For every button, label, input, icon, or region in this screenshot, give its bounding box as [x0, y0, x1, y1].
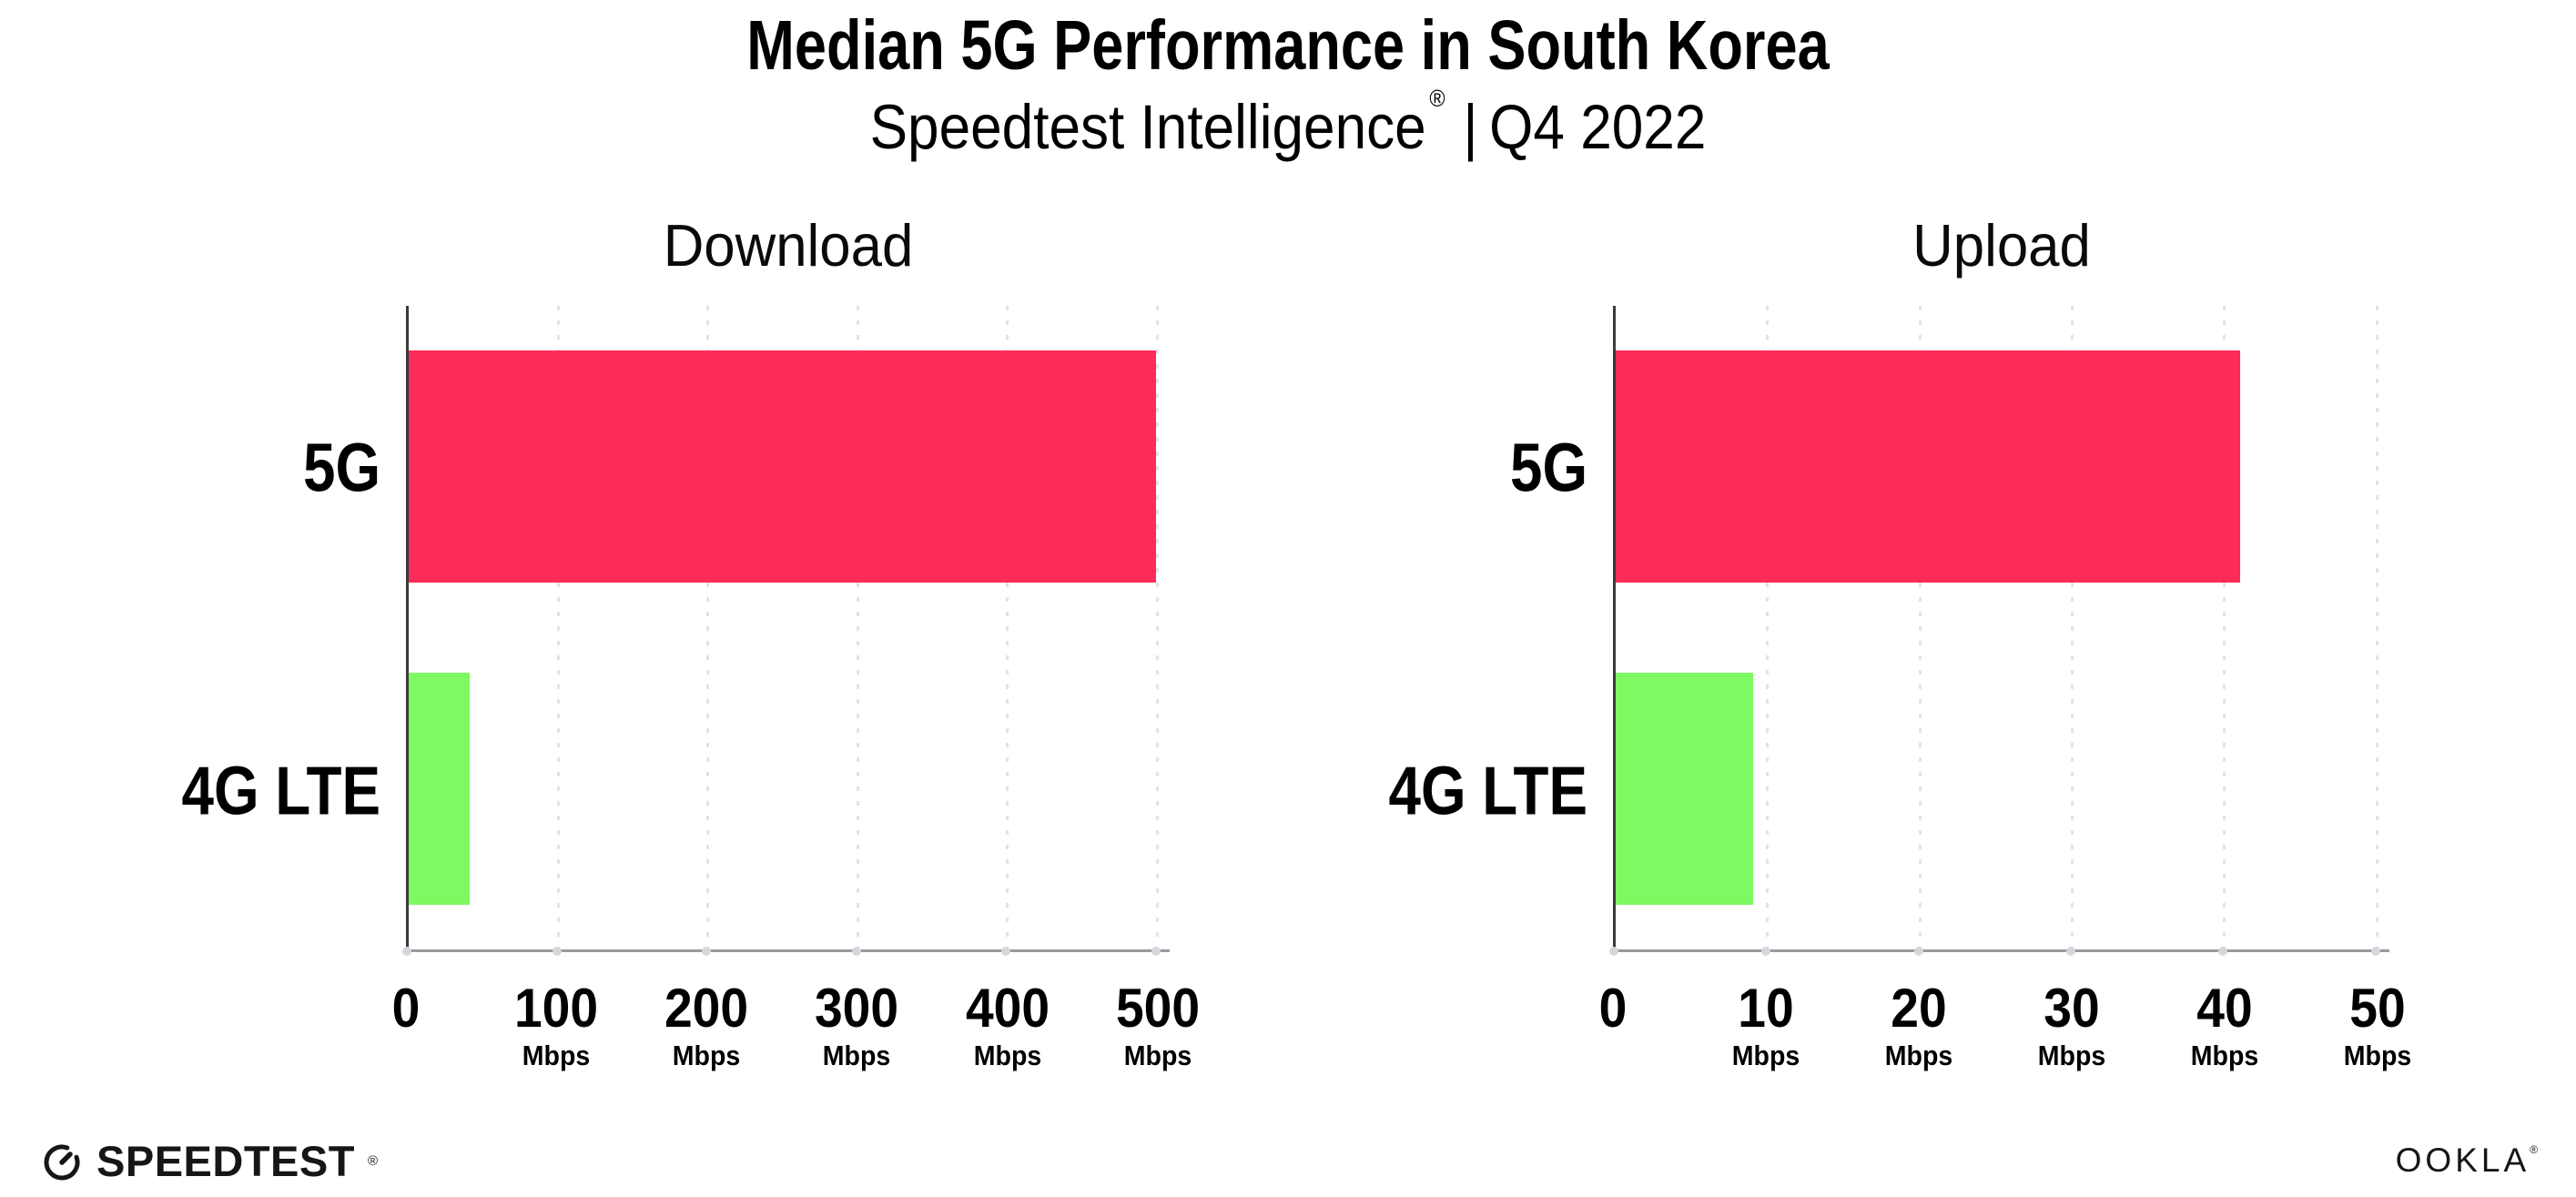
x-tick-500: 500 Mbps: [1116, 981, 1200, 1070]
x-tick-unit: Mbps: [1123, 1040, 1192, 1071]
ookla-wordmark: OOKLA: [2395, 1141, 2530, 1179]
axis-tick-dot-40: [2218, 947, 2228, 956]
y-label-4g-lte: 4G LTE: [1388, 752, 1587, 828]
gridline-200: [706, 306, 710, 949]
x-tick-unit: Mbps: [2190, 1040, 2258, 1071]
upload-chart: Upload 0 10 Mbps 20 Mbps 30 Mbps 40 Mbps 50 Mbps 5…: [1389, 212, 2411, 1070]
y-label-5g: 5G: [1509, 429, 1587, 505]
gridline-100: [556, 306, 560, 949]
ookla-logo: OOKLA®: [2396, 1143, 2538, 1177]
x-tick-unit: Mbps: [522, 1040, 591, 1071]
x-tick-50: 50 Mbps: [2343, 981, 2410, 1070]
download-plot-area: [402, 306, 1170, 956]
x-tick-unit: Mbps: [823, 1040, 891, 1071]
x-tick-value: 10: [1738, 978, 1794, 1039]
ookla-registered-mark: ®: [2530, 1143, 2538, 1156]
subtitle-separator: |: [1463, 92, 1478, 162]
x-tick-value: 500: [1115, 978, 1200, 1039]
bar-4g-lte: [1616, 672, 1753, 905]
x-tick-value: 30: [2044, 978, 2100, 1039]
x-tick-300: 300 Mbps: [815, 981, 898, 1070]
bar-5g: [1616, 350, 2241, 583]
x-tick-unit: Mbps: [2343, 1040, 2411, 1071]
x-tick-value: 400: [965, 978, 1050, 1039]
axis-tick-dot-20: [1913, 947, 1923, 956]
x-tick-value: 0: [391, 978, 421, 1039]
axis-tick-dot-500: [1151, 947, 1161, 956]
subtitle-period: Q4 2022: [1489, 92, 1707, 162]
registered-mark: ®: [1429, 85, 1445, 112]
bar-4g-lte: [409, 672, 471, 905]
axis-tick-dot-10: [1761, 947, 1771, 956]
gridline-400: [1006, 306, 1009, 949]
y-label-5g: 5G: [302, 429, 380, 505]
gridline-20: [1918, 306, 1922, 949]
download-x-axis: 0 100 Mbps 200 Mbps 300 Mbps 400 Mbps 500 Mbps: [392, 981, 1200, 1136]
gridline-500: [1155, 306, 1159, 949]
speedtest-wordmark: SPEEDTEST: [96, 1136, 355, 1185]
x-tick-value: 300: [815, 978, 899, 1039]
gridline-10: [1766, 306, 1770, 949]
x-tick-value: 20: [1891, 978, 1947, 1039]
x-tick-200: 200 Mbps: [664, 981, 748, 1070]
x-tick-0: 0: [1599, 981, 1628, 1036]
gridline-40: [2223, 306, 2226, 949]
x-tick-value: 0: [1598, 978, 1628, 1039]
page-title: Median 5G Performance in South Korea: [746, 6, 1830, 85]
axis-tick-dot-0: [402, 947, 411, 956]
gridline-300: [856, 306, 859, 949]
x-tick-value: 40: [2196, 978, 2253, 1039]
page-subtitle: Speedtest Intelligence ® | Q4 2022: [129, 86, 2448, 162]
x-tick-40: 40 Mbps: [2190, 981, 2257, 1070]
upload-plot-area: [1609, 306, 2389, 956]
upload-x-axis: 0 10 Mbps 20 Mbps 30 Mbps 40 Mbps 50 Mbps: [1599, 981, 2411, 1136]
x-tick-unit: Mbps: [673, 1040, 741, 1071]
x-tick-unit: Mbps: [2037, 1040, 2105, 1071]
axis-tick-dot-0: [1609, 947, 1618, 956]
x-tick-unit: Mbps: [973, 1040, 1041, 1071]
x-tick-unit: Mbps: [1884, 1040, 1953, 1071]
x-tick-100: 100 Mbps: [514, 981, 598, 1070]
axis-tick-dot-200: [702, 947, 712, 956]
axis-tick-dot-30: [2065, 947, 2075, 956]
download-chart-title: Download: [663, 212, 913, 279]
x-tick-0: 0: [392, 981, 421, 1036]
x-tick-20: 20 Mbps: [1885, 981, 1952, 1070]
speedtest-registered-mark: ®: [367, 1152, 379, 1169]
upload-chart-title: Upload: [1912, 212, 2091, 279]
subtitle-brand: Speedtest Intelligence: [869, 92, 1426, 162]
download-chart: Download 0 100 Mbps 200 Mbps 300 Mbps 400 Mbps 50…: [182, 212, 1200, 1070]
bar-5g: [409, 350, 1157, 583]
x-tick-30: 30 Mbps: [2038, 981, 2105, 1070]
axis-tick-dot-100: [552, 947, 562, 956]
x-tick-400: 400 Mbps: [966, 981, 1050, 1070]
axis-tick-dot-50: [2370, 947, 2380, 956]
x-tick-value: 50: [2348, 978, 2406, 1039]
gridline-50: [2375, 306, 2378, 949]
speedtest-gauge-icon: [44, 1144, 80, 1181]
axis-tick-dot-400: [1001, 947, 1011, 956]
gridline-30: [2070, 306, 2074, 949]
x-tick-value: 200: [664, 978, 749, 1039]
axis-tick-dot-300: [851, 947, 861, 956]
speedtest-logo: SPEEDTEST ®: [40, 1139, 378, 1182]
y-label-4g-lte: 4G LTE: [181, 752, 380, 828]
x-tick-10: 10 Mbps: [1732, 981, 1800, 1070]
x-tick-unit: Mbps: [1731, 1040, 1800, 1071]
x-tick-value: 100: [514, 978, 599, 1039]
